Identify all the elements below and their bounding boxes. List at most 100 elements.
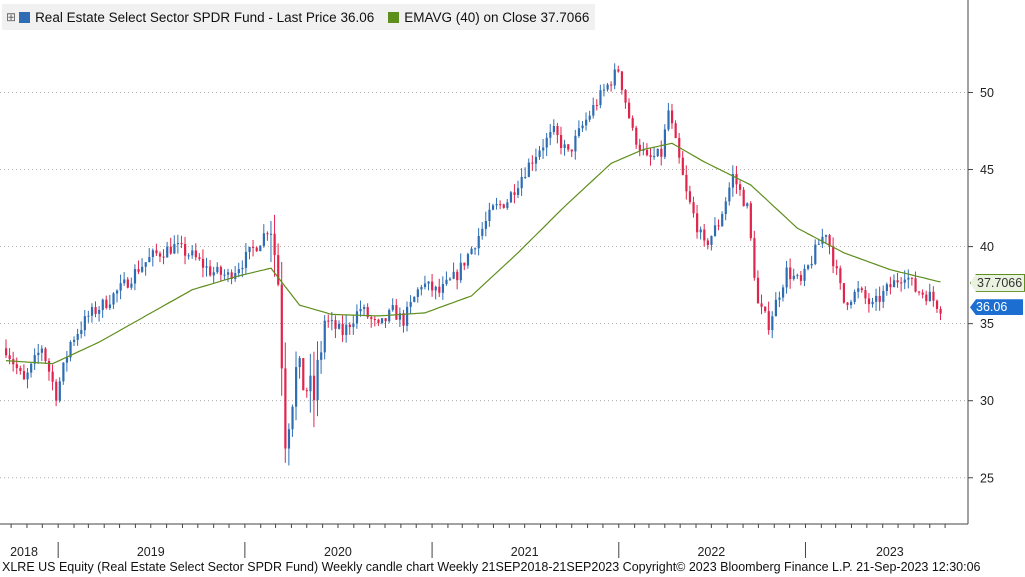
candle bbox=[423, 275, 427, 290]
candle bbox=[520, 168, 523, 196]
candle bbox=[130, 277, 133, 290]
candle bbox=[728, 182, 731, 206]
candle bbox=[491, 203, 495, 211]
gridlines bbox=[0, 92, 968, 479]
candle bbox=[864, 286, 867, 305]
candle bbox=[810, 255, 813, 269]
candle bbox=[262, 224, 265, 248]
candle bbox=[305, 387, 308, 398]
candle bbox=[380, 318, 384, 325]
candle bbox=[656, 148, 659, 158]
candle bbox=[867, 292, 871, 313]
ema-value-tag: 37.7066 bbox=[970, 273, 1025, 292]
x-tick-label: 2020 bbox=[324, 545, 352, 559]
candle bbox=[717, 219, 720, 231]
candle bbox=[892, 274, 896, 288]
candle bbox=[832, 237, 835, 274]
candle bbox=[835, 259, 838, 275]
candle bbox=[15, 357, 18, 375]
candle bbox=[559, 126, 563, 155]
candle bbox=[939, 306, 942, 321]
candle bbox=[907, 269, 910, 289]
candle bbox=[452, 262, 455, 280]
candle bbox=[284, 342, 287, 463]
candle bbox=[191, 245, 194, 259]
candle bbox=[774, 292, 778, 317]
candle bbox=[223, 269, 226, 280]
candle bbox=[184, 236, 187, 265]
candle bbox=[585, 112, 588, 131]
candle bbox=[205, 257, 208, 277]
candle bbox=[420, 284, 423, 296]
candle bbox=[105, 295, 108, 310]
candle bbox=[345, 315, 348, 343]
candle bbox=[62, 362, 65, 385]
y-tick-label: 45 bbox=[980, 163, 994, 177]
ema-line bbox=[5, 142, 941, 365]
candle bbox=[710, 235, 713, 251]
candle bbox=[610, 81, 613, 92]
candle bbox=[785, 260, 788, 294]
candle bbox=[180, 235, 183, 249]
candle bbox=[878, 286, 881, 311]
candle bbox=[312, 351, 316, 428]
candle bbox=[495, 197, 498, 210]
candle bbox=[248, 246, 251, 260]
candle bbox=[670, 103, 674, 129]
candle bbox=[574, 129, 577, 160]
candle bbox=[681, 151, 684, 176]
candle bbox=[481, 222, 484, 240]
candle bbox=[413, 296, 416, 303]
candle bbox=[803, 264, 806, 287]
candle bbox=[628, 98, 631, 120]
x-tick-label: 2021 bbox=[511, 545, 539, 559]
candle bbox=[123, 272, 126, 286]
candle bbox=[792, 268, 795, 281]
candle bbox=[703, 223, 706, 247]
candle bbox=[448, 277, 452, 281]
candle bbox=[151, 248, 155, 267]
candle bbox=[302, 357, 305, 391]
candle bbox=[37, 343, 40, 364]
candle bbox=[277, 243, 280, 287]
candle bbox=[337, 320, 341, 330]
legend-toggle-icon[interactable]: ⊞ bbox=[6, 10, 17, 24]
candle bbox=[409, 295, 412, 314]
candle bbox=[5, 339, 8, 359]
y-tick-label: 50 bbox=[980, 86, 994, 100]
candle bbox=[126, 277, 129, 289]
candle bbox=[176, 234, 180, 254]
candle bbox=[807, 264, 810, 271]
candle bbox=[506, 199, 509, 210]
candle bbox=[692, 196, 695, 218]
candle bbox=[291, 404, 294, 437]
candle bbox=[577, 120, 581, 138]
candle bbox=[466, 252, 470, 269]
candle bbox=[799, 271, 803, 286]
candle bbox=[187, 253, 190, 260]
candle bbox=[617, 65, 620, 73]
candle bbox=[885, 282, 889, 296]
candle bbox=[549, 124, 552, 146]
candle bbox=[295, 351, 298, 421]
candle bbox=[595, 99, 598, 111]
candle bbox=[499, 200, 502, 210]
candle bbox=[226, 268, 230, 282]
candle bbox=[896, 272, 899, 288]
candle bbox=[76, 328, 79, 346]
chart-footer: XLRE US Equity (Real Estate Select Secto… bbox=[2, 560, 981, 574]
legend-price-label: Real Estate Select Sector SPDR Fund - La… bbox=[35, 9, 375, 25]
candle bbox=[706, 238, 709, 250]
candle bbox=[101, 298, 104, 318]
candle bbox=[928, 283, 931, 302]
candle bbox=[209, 260, 212, 277]
candle bbox=[352, 314, 355, 335]
candle bbox=[298, 355, 301, 379]
candle bbox=[237, 262, 240, 278]
candle bbox=[47, 358, 51, 381]
candle bbox=[377, 318, 380, 327]
candle bbox=[155, 243, 158, 256]
candle bbox=[323, 315, 326, 360]
candle bbox=[144, 262, 147, 276]
candle bbox=[935, 299, 939, 313]
